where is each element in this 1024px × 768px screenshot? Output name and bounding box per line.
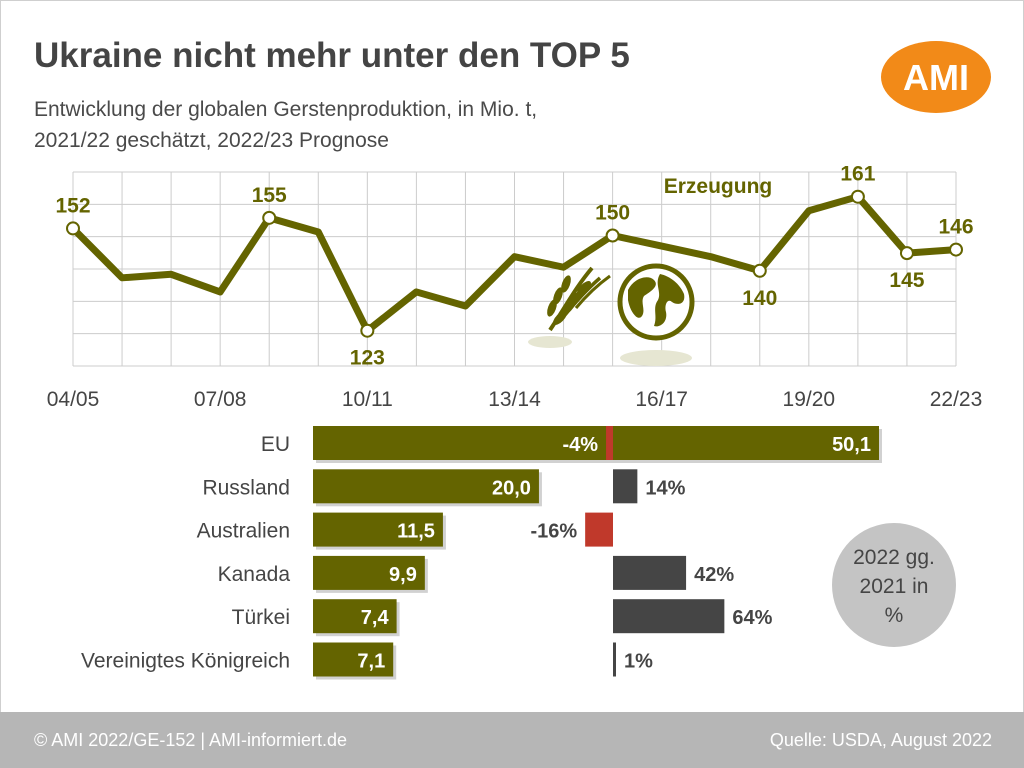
chart-canvas: Erzeugung 152 155 123 150 140 161 145 146 04/05 07… <box>47 163 983 680</box>
change-bar <box>606 426 613 460</box>
change-value-label: 42% <box>694 564 734 586</box>
x-tick-label: 07/08 <box>194 388 247 411</box>
change-value-label: 64% <box>732 607 772 629</box>
data-label: 140 <box>742 287 777 310</box>
category-label: Kanada <box>218 563 291 586</box>
production-bar <box>313 555 425 590</box>
change-bar <box>613 599 725 634</box>
annotation-line-1: 2022 gg. <box>853 546 935 569</box>
production-bar <box>313 512 443 547</box>
svg-text:2021 in: 2021 in <box>860 575 929 598</box>
x-tick-label: 16/17 <box>635 388 688 411</box>
subtitle-line-1: Entwicklung der globalen Gerstenprodukti… <box>34 98 538 121</box>
data-point <box>360 323 375 338</box>
change-value-label: 14% <box>645 477 685 499</box>
category-label: Russland <box>202 476 290 499</box>
change-bar <box>585 512 613 547</box>
series-label: Erzeugung <box>664 175 773 198</box>
category-label: EU <box>261 433 290 456</box>
data-label: 150 <box>595 201 630 224</box>
line-chart-series: Erzeugung 152 155 123 150 140 161 145 146 04/05 07… <box>47 163 983 411</box>
x-tick-label: 19/20 <box>783 388 836 411</box>
line-chart-grid <box>72 171 957 367</box>
x-tick-label: 22/23 <box>930 388 983 411</box>
data-point <box>899 246 914 261</box>
annotation-line-2: 2021 in <box>860 575 929 598</box>
footer-source: Quelle: USDA, August 2022 <box>769 730 992 750</box>
svg-text:2022 gg.: 2022 gg. <box>853 546 935 569</box>
production-value-label: 50,1 <box>832 434 871 456</box>
change-value-label: -4% <box>562 434 598 456</box>
data-point <box>850 189 865 204</box>
category-label: Australien <box>197 520 290 543</box>
production-value-label: 7,4 <box>361 607 390 629</box>
production-bar <box>313 599 397 634</box>
data-label: 123 <box>350 347 385 370</box>
production-value-label: 20,0 <box>492 477 531 499</box>
data-label: 152 <box>55 194 90 217</box>
data-point <box>66 221 80 236</box>
change-bar <box>613 469 638 504</box>
production-line <box>69 193 960 335</box>
data-label: 161 <box>840 163 875 186</box>
footer-bar <box>0 712 1024 768</box>
footer-copyright: © AMI 2022/GE-152 | AMI-informiert.de <box>34 730 348 750</box>
production-value-label: 7,1 <box>357 651 385 673</box>
production-value-label: 11,5 <box>397 521 435 543</box>
data-label: 145 <box>889 269 924 292</box>
change-annotation-bubble: 2022 gg. 2021 in % <box>832 523 956 647</box>
chart-title: Ukraine nicht mehr unter den TOP 5 <box>34 36 630 75</box>
subtitle-line-2: 2021/22 geschätzt, 2022/23 Prognose <box>34 129 389 152</box>
change-bar <box>613 555 687 590</box>
category-label: Türkei <box>232 606 290 629</box>
change-value-label: 1% <box>624 651 653 673</box>
ami-logo: AMI <box>881 41 991 113</box>
change-value-label: -16% <box>530 521 577 543</box>
data-label: 146 <box>938 216 973 239</box>
change-bar <box>613 642 616 677</box>
category-label: Vereinigtes Königreich <box>81 650 290 673</box>
bar-charts: EU Russland Australien Kanada Türkei Vereinig… <box>81 426 882 680</box>
data-point <box>752 263 767 278</box>
production-value-label: 9,9 <box>389 564 417 586</box>
decoration-icons <box>528 263 695 366</box>
x-tick-label: 10/11 <box>342 388 393 411</box>
globe-icon <box>617 263 695 366</box>
chart-subtitle: Entwicklung der globalen Gerstenprodukti… <box>34 94 537 156</box>
data-label: 155 <box>252 184 287 207</box>
production-bar <box>313 426 879 460</box>
data-point <box>949 242 963 257</box>
data-point <box>262 210 277 225</box>
x-tick-label: 13/14 <box>488 388 541 411</box>
svg-text:%: % <box>885 604 904 627</box>
production-bar <box>313 642 394 677</box>
data-point <box>605 228 620 243</box>
ami-logo-text: AMI <box>903 57 969 98</box>
wheat-icon <box>528 266 611 348</box>
production-bar <box>313 469 539 504</box>
annotation-line-3: % <box>885 604 904 627</box>
x-tick-label: 04/05 <box>47 388 100 411</box>
